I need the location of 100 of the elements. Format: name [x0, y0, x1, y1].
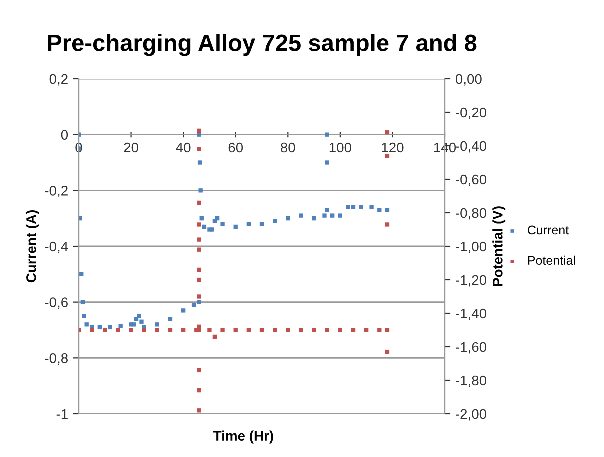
y2-tick-label: 0,00: [456, 74, 482, 86]
point: [338, 328, 343, 332]
point: [168, 317, 173, 322]
point: [286, 328, 290, 332]
y-tick-label: -0,6: [45, 298, 68, 310]
point: [385, 208, 390, 212]
y2-tick-label: -1,00: [456, 242, 487, 254]
y2-tick-label: -1,40: [456, 308, 487, 320]
y2-tick-label: -1,60: [456, 342, 487, 354]
point: [103, 328, 108, 332]
y2-tick-label: -0,20: [456, 108, 487, 120]
y2-tick-label: -0,80: [456, 208, 487, 220]
point: [80, 300, 86, 304]
point: [132, 322, 136, 327]
point: [378, 208, 382, 212]
point: [90, 328, 94, 332]
point: [129, 328, 134, 332]
point: [385, 130, 390, 135]
y-tick-label: 0: [61, 130, 68, 140]
point: [197, 408, 202, 413]
point: [197, 300, 202, 304]
y2-tick-label: -1,80: [456, 376, 487, 388]
y2-tick-label: -2,00: [456, 409, 487, 421]
legend-label: Potential: [528, 256, 576, 266]
point: [325, 132, 330, 137]
point: [325, 328, 330, 332]
point: [142, 328, 146, 332]
y-tick-label: -0,8: [45, 354, 68, 365]
y2-tick-label: -0,40: [456, 141, 487, 153]
point: [351, 328, 356, 332]
point: [116, 328, 120, 332]
point: [370, 205, 374, 210]
point: [385, 154, 390, 158]
point: [286, 216, 290, 221]
point: [155, 322, 160, 327]
legend-label: Current: [528, 226, 569, 235]
point: [197, 278, 202, 282]
point: [234, 328, 238, 332]
point: [197, 248, 202, 252]
y2-tick-label: -0,60: [456, 174, 487, 186]
y-tick-label: -1: [56, 409, 68, 420]
point: [299, 328, 304, 332]
point: [385, 350, 390, 354]
point: [351, 205, 356, 210]
point: [197, 368, 202, 373]
point: [220, 222, 225, 226]
point: [198, 160, 202, 165]
y-axis-title: Current (A): [26, 210, 40, 283]
point: [200, 216, 204, 221]
point: [197, 268, 202, 272]
point: [385, 328, 390, 332]
point: [272, 219, 278, 224]
point: [198, 188, 203, 193]
point: [272, 328, 278, 332]
point: [197, 128, 202, 134]
point: [80, 272, 84, 276]
point: [338, 214, 343, 218]
point: [197, 294, 202, 299]
point: [197, 238, 202, 242]
x-axis-title: Time (Hr): [214, 430, 274, 444]
point: [359, 205, 364, 210]
x-tick-label: 60: [228, 142, 244, 153]
point: [197, 147, 202, 152]
point: [197, 222, 202, 227]
point: [197, 200, 202, 206]
point: [192, 303, 196, 308]
point: [197, 328, 202, 332]
point: [220, 328, 225, 332]
chart-title: Pre-charging Alloy 725 sample 7 and 8: [48, 34, 477, 56]
x-tick-label: 100: [330, 142, 352, 153]
point: [312, 328, 316, 332]
point: [168, 328, 173, 332]
x-tick-label: 120: [382, 142, 404, 153]
point: [234, 224, 238, 230]
y2-axis-title: Potential (V): [492, 206, 506, 286]
y-tick-label: -0,4: [45, 242, 68, 254]
point: [246, 328, 252, 332]
point: [210, 228, 214, 232]
x-tick-label: 40: [176, 142, 191, 153]
point: [84, 322, 89, 327]
point: [202, 224, 207, 230]
point: [181, 308, 186, 313]
point: [246, 222, 252, 226]
point: [378, 328, 382, 332]
y2-tick-label: -1,20: [456, 275, 487, 287]
y-tick-label: 0,2: [50, 74, 68, 86]
point: [181, 328, 186, 332]
point: [212, 334, 218, 340]
point: [346, 205, 350, 210]
point: [82, 314, 86, 318]
point: [197, 388, 202, 393]
point: [322, 214, 327, 218]
point: [325, 160, 330, 165]
point: [312, 216, 316, 221]
point: [260, 222, 264, 226]
point: [208, 328, 212, 332]
point: [155, 328, 160, 332]
x-tick-label: 20: [124, 142, 138, 153]
point: [215, 216, 220, 221]
x-tick-label: 80: [281, 142, 296, 153]
